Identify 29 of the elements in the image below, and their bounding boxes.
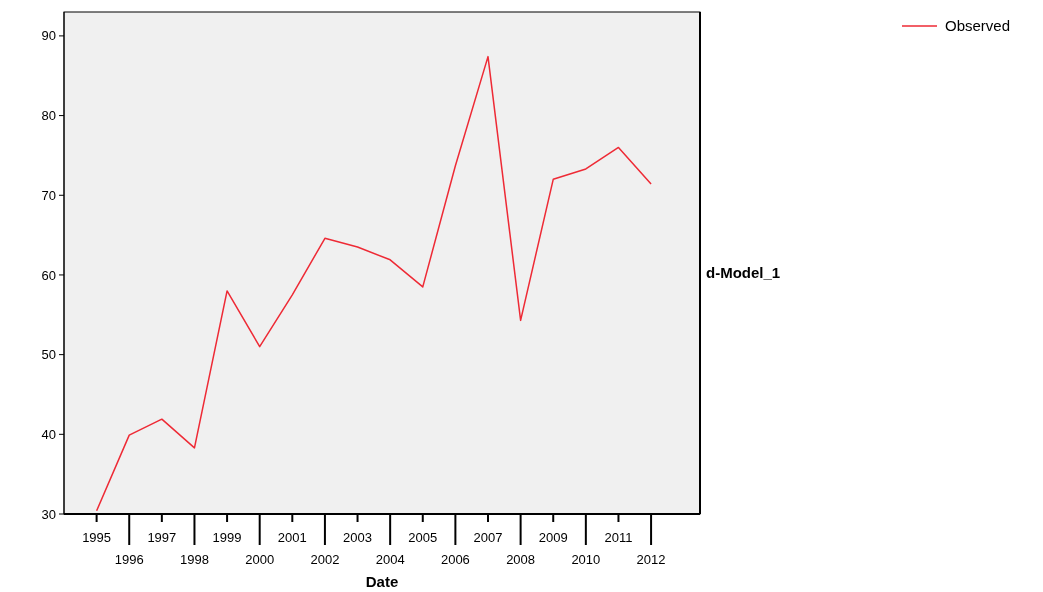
x-tick-label: 2000 [245, 552, 275, 567]
x-tick-label: 2009 [538, 530, 568, 545]
x-tick-label: 2011 [604, 530, 633, 545]
x-tick-label: 2006 [440, 552, 470, 567]
x-tick-label: 2010 [571, 552, 601, 567]
y-tick-label: 80 [41, 108, 56, 124]
y-tick-label: 50 [41, 347, 56, 363]
x-tick-label: 2003 [343, 530, 372, 545]
y-tick-label: 90 [41, 28, 56, 44]
x-tick-label: 1999 [212, 530, 242, 545]
x-tick-label: 2007 [473, 530, 503, 545]
x-tick-label: 2012 [636, 552, 666, 567]
y-axis-title: d-Model_1 [706, 264, 781, 281]
x-tick-label: 2002 [310, 552, 340, 567]
x-tick-label: 2005 [408, 530, 438, 545]
line-series [95, 55, 652, 512]
x-tick-label: 2008 [506, 552, 536, 567]
x-axis-title: Date [365, 573, 399, 590]
legend-label: Observed [945, 17, 1011, 35]
x-tick-label: 2004 [375, 552, 405, 567]
y-tick-label: 40 [41, 426, 56, 442]
x-tick-label: 2001 [277, 530, 307, 545]
x-tick-label: 1998 [180, 552, 209, 567]
x-tick-label: 1995 [82, 530, 112, 545]
x-tick-label: 1997 [147, 530, 177, 545]
y-tick-label: 70 [41, 187, 56, 203]
x-tick-label: 1996 [114, 552, 144, 567]
y-tick-label: 30 [41, 506, 56, 522]
y-tick-label: 60 [41, 267, 56, 283]
